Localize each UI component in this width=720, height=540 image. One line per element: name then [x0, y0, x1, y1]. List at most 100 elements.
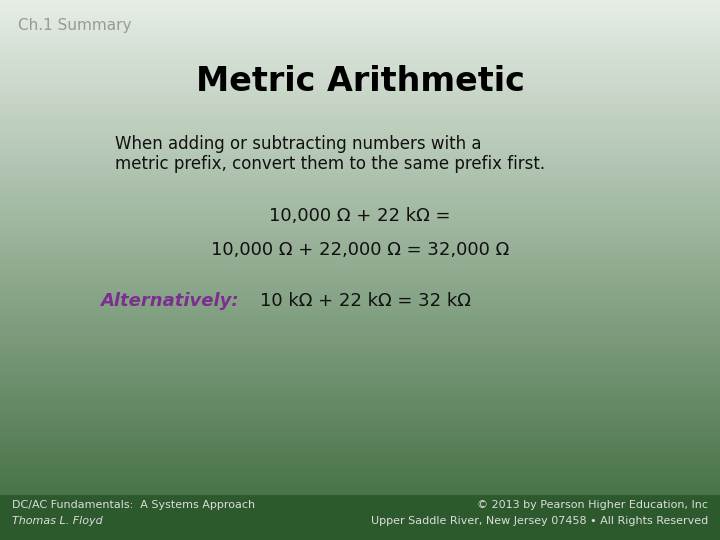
Bar	[0, 440, 720, 442]
Bar	[0, 443, 720, 446]
Bar	[0, 225, 720, 227]
Bar	[0, 475, 720, 477]
Bar	[0, 233, 720, 235]
Bar	[0, 195, 720, 197]
Bar	[0, 66, 720, 68]
Bar	[0, 170, 720, 172]
Bar	[0, 460, 720, 462]
Bar	[0, 403, 720, 406]
Bar	[0, 137, 720, 139]
Bar	[0, 301, 720, 303]
Bar	[0, 330, 720, 333]
Bar	[0, 11, 720, 14]
Bar	[0, 84, 720, 86]
Bar	[0, 68, 720, 70]
Bar	[0, 185, 720, 187]
Bar	[0, 147, 720, 149]
Bar	[0, 473, 720, 475]
Bar	[0, 415, 720, 417]
Bar	[0, 15, 720, 17]
Bar	[0, 226, 720, 228]
Bar	[0, 352, 720, 354]
Bar	[0, 316, 720, 318]
Bar	[0, 152, 720, 154]
Bar	[0, 165, 720, 167]
Text: Thomas L. Floyd: Thomas L. Floyd	[12, 516, 103, 526]
Bar	[0, 291, 720, 293]
Bar	[0, 18, 720, 20]
Bar	[0, 493, 720, 495]
Bar	[0, 296, 720, 298]
Bar	[0, 334, 720, 336]
Bar	[0, 26, 720, 28]
Bar	[0, 263, 720, 265]
Bar	[0, 268, 720, 270]
Bar	[0, 100, 720, 103]
Bar	[0, 254, 720, 256]
Bar	[0, 271, 720, 273]
Bar	[0, 3, 720, 5]
Bar	[0, 463, 720, 465]
Bar	[0, 379, 720, 381]
Bar	[0, 359, 720, 361]
Bar	[0, 326, 720, 328]
Bar	[0, 438, 720, 440]
Bar	[0, 223, 720, 225]
Bar	[0, 211, 720, 213]
Bar	[0, 74, 720, 76]
Bar	[0, 495, 720, 497]
Bar	[0, 402, 720, 404]
Bar	[0, 187, 720, 188]
Bar	[0, 183, 720, 185]
Bar	[0, 314, 720, 316]
Bar	[0, 52, 720, 55]
Bar	[0, 119, 720, 121]
Bar	[0, 483, 720, 485]
Bar	[0, 177, 720, 179]
Bar	[0, 420, 720, 422]
Bar	[0, 206, 720, 208]
Bar	[0, 307, 720, 309]
Bar	[0, 49, 720, 51]
Bar	[0, 69, 720, 71]
Bar	[0, 200, 720, 202]
Bar	[0, 385, 720, 387]
Bar	[0, 124, 720, 126]
Bar	[0, 72, 720, 75]
Bar	[0, 43, 720, 45]
Bar	[0, 344, 720, 346]
Bar	[0, 145, 720, 147]
Bar	[0, 109, 720, 111]
Bar	[0, 208, 720, 210]
Bar	[0, 77, 720, 79]
Bar	[0, 362, 720, 364]
Bar	[0, 46, 720, 48]
Bar	[0, 431, 720, 434]
Bar	[0, 387, 720, 389]
Bar	[0, 372, 720, 374]
Bar	[0, 360, 720, 362]
Bar	[0, 142, 720, 144]
Bar	[0, 246, 720, 248]
Bar	[0, 321, 720, 323]
Bar	[0, 427, 720, 429]
Bar	[0, 112, 720, 114]
Bar	[0, 294, 720, 296]
Bar	[0, 175, 720, 177]
Bar	[0, 8, 720, 10]
Bar	[0, 428, 720, 430]
Bar	[0, 97, 720, 99]
Bar	[0, 375, 720, 377]
Bar	[0, 366, 720, 368]
Bar	[0, 168, 720, 171]
Bar	[0, 306, 720, 308]
Bar	[0, 411, 720, 414]
Text: © 2013 by Pearson Higher Education, Inc: © 2013 by Pearson Higher Education, Inc	[477, 500, 708, 510]
Bar	[0, 210, 720, 212]
Bar	[0, 425, 720, 427]
Bar	[0, 313, 720, 314]
Bar	[0, 435, 720, 437]
Bar	[0, 346, 720, 348]
Bar	[0, 120, 720, 123]
Bar	[0, 201, 720, 204]
